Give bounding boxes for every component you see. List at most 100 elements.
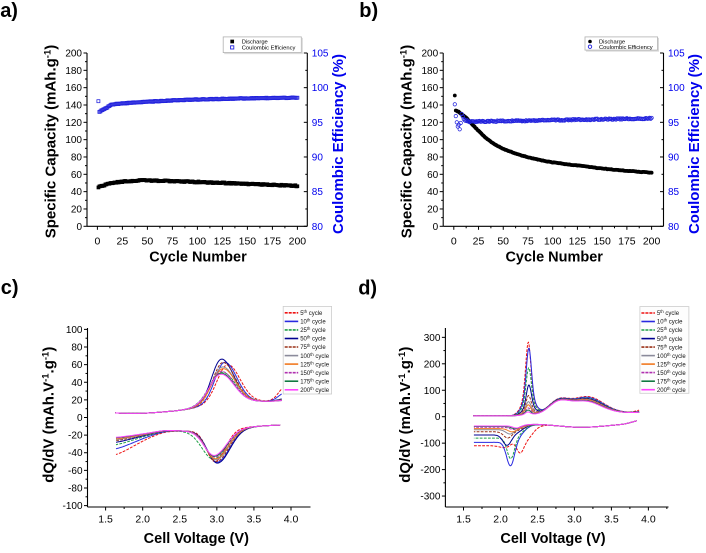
svg-text:0: 0 — [451, 235, 457, 247]
svg-text:50th cycle: 50th cycle — [300, 335, 326, 343]
svg-text:Cycle Number: Cycle Number — [149, 250, 247, 266]
svg-text:150th cycle: 150th cycle — [657, 369, 687, 377]
svg-text:105: 105 — [668, 49, 685, 60]
svg-text:0: 0 — [435, 412, 441, 423]
svg-text:105: 105 — [312, 49, 329, 60]
svg-text:Coulombic Efficiency: Coulombic Efficiency — [242, 46, 296, 52]
svg-text:2.5: 2.5 — [172, 514, 187, 526]
svg-text:150: 150 — [593, 235, 611, 247]
svg-text:100: 100 — [189, 235, 207, 247]
svg-text:20: 20 — [427, 205, 439, 216]
svg-text:300: 300 — [424, 333, 441, 344]
svg-text:-300: -300 — [420, 492, 440, 503]
svg-text:-200: -200 — [420, 465, 440, 476]
svg-text:40: 40 — [427, 187, 439, 198]
svg-text:200: 200 — [643, 235, 661, 247]
svg-text:50th cycle: 50th cycle — [657, 335, 683, 343]
svg-text:175: 175 — [618, 235, 636, 247]
svg-text:Discharge: Discharge — [599, 40, 625, 46]
svg-text:100: 100 — [424, 386, 441, 397]
svg-text:200: 200 — [289, 235, 307, 247]
svg-text:0: 0 — [77, 413, 83, 424]
svg-text:a): a) — [0, 0, 18, 22]
svg-text:140: 140 — [422, 101, 439, 112]
svg-text:3.0: 3.0 — [567, 514, 582, 526]
svg-text:-40: -40 — [68, 448, 83, 459]
svg-text:200th cycle: 200th cycle — [300, 386, 330, 394]
svg-text:Specific Capacity (mAh.g-1): Specific Capacity (mAh.g-1) — [399, 45, 416, 239]
svg-text:100th cycle: 100th cycle — [657, 352, 687, 360]
svg-text:75: 75 — [167, 235, 179, 247]
svg-text:200: 200 — [424, 359, 441, 370]
svg-text:Coulombic Efficiency: Coulombic Efficiency — [599, 45, 653, 51]
svg-text:100: 100 — [312, 83, 329, 94]
svg-text:5th cycle: 5th cycle — [657, 309, 680, 317]
svg-text:80: 80 — [668, 222, 680, 233]
svg-text:dQ/dV (mAh.V-1.g-1): dQ/dV (mAh.V-1.g-1) — [397, 347, 414, 483]
svg-text:40: 40 — [71, 187, 83, 198]
svg-text:175th cycle: 175th cycle — [657, 377, 687, 385]
svg-text:200th cycle: 200th cycle — [657, 386, 687, 394]
svg-text:95: 95 — [312, 118, 324, 129]
svg-text:d): d) — [358, 278, 377, 300]
svg-text:10th cycle: 10th cycle — [300, 318, 326, 326]
svg-text:60: 60 — [427, 170, 439, 181]
svg-text:85: 85 — [668, 187, 680, 198]
svg-text:120: 120 — [422, 118, 439, 129]
svg-text:4.0: 4.0 — [641, 514, 656, 526]
svg-text:100: 100 — [422, 135, 439, 146]
svg-text:25: 25 — [473, 235, 485, 247]
svg-text:2.0: 2.0 — [493, 514, 508, 526]
svg-text:-100: -100 — [62, 501, 82, 512]
svg-text:3.5: 3.5 — [604, 514, 619, 526]
svg-text:50: 50 — [497, 235, 509, 247]
svg-text:200: 200 — [65, 49, 82, 60]
svg-text:85: 85 — [312, 187, 324, 198]
svg-text:50: 50 — [142, 235, 154, 247]
svg-text:0: 0 — [433, 222, 439, 233]
svg-text:120: 120 — [65, 118, 82, 129]
svg-text:150: 150 — [239, 235, 257, 247]
svg-text:3.5: 3.5 — [247, 514, 262, 526]
svg-text:125th cycle: 125th cycle — [300, 360, 330, 368]
svg-text:60: 60 — [71, 360, 83, 371]
svg-text:75: 75 — [522, 235, 534, 247]
svg-text:100: 100 — [668, 83, 685, 94]
svg-text:125: 125 — [214, 235, 232, 247]
svg-text:75th cycle: 75th cycle — [300, 343, 326, 351]
svg-text:2.0: 2.0 — [135, 514, 150, 526]
svg-text:dQ/dV (mAh.V-1.g-1): dQ/dV (mAh.V-1.g-1) — [41, 347, 58, 483]
svg-text:0: 0 — [76, 222, 82, 233]
svg-text:Discharge: Discharge — [242, 40, 268, 46]
svg-text:180: 180 — [65, 66, 82, 77]
svg-text:3.0: 3.0 — [209, 514, 224, 526]
svg-text:Coulombic Efficiency (%): Coulombic Efficiency (%) — [686, 54, 703, 234]
svg-text:25th cycle: 25th cycle — [657, 326, 683, 334]
svg-text:100: 100 — [66, 325, 83, 336]
svg-text:95: 95 — [668, 118, 680, 129]
svg-text:Cycle Number: Cycle Number — [505, 250, 603, 266]
svg-text:-100: -100 — [420, 439, 440, 450]
svg-text:125: 125 — [569, 235, 587, 247]
svg-text:20: 20 — [71, 395, 83, 406]
svg-text:80: 80 — [427, 153, 439, 164]
svg-text:90: 90 — [312, 153, 324, 164]
svg-text:200: 200 — [422, 49, 439, 60]
svg-text:2.5: 2.5 — [530, 514, 545, 526]
svg-text:-20: -20 — [68, 431, 83, 442]
svg-text:5th cycle: 5th cycle — [300, 309, 323, 317]
svg-text:80: 80 — [71, 153, 83, 164]
svg-text:180: 180 — [422, 66, 439, 77]
svg-text:125th cycle: 125th cycle — [657, 360, 687, 368]
svg-text:100: 100 — [65, 135, 82, 146]
svg-text:150th cycle: 150th cycle — [300, 369, 330, 377]
svg-text:c): c) — [1, 277, 19, 299]
svg-text:b): b) — [359, 0, 378, 22]
svg-text:90: 90 — [668, 153, 680, 164]
svg-text:4.0: 4.0 — [284, 514, 299, 526]
svg-text:1.5: 1.5 — [98, 514, 113, 526]
svg-text:80: 80 — [312, 222, 324, 233]
svg-text:175th cycle: 175th cycle — [300, 377, 330, 385]
svg-text:60: 60 — [71, 170, 83, 181]
svg-text:160: 160 — [422, 83, 439, 94]
